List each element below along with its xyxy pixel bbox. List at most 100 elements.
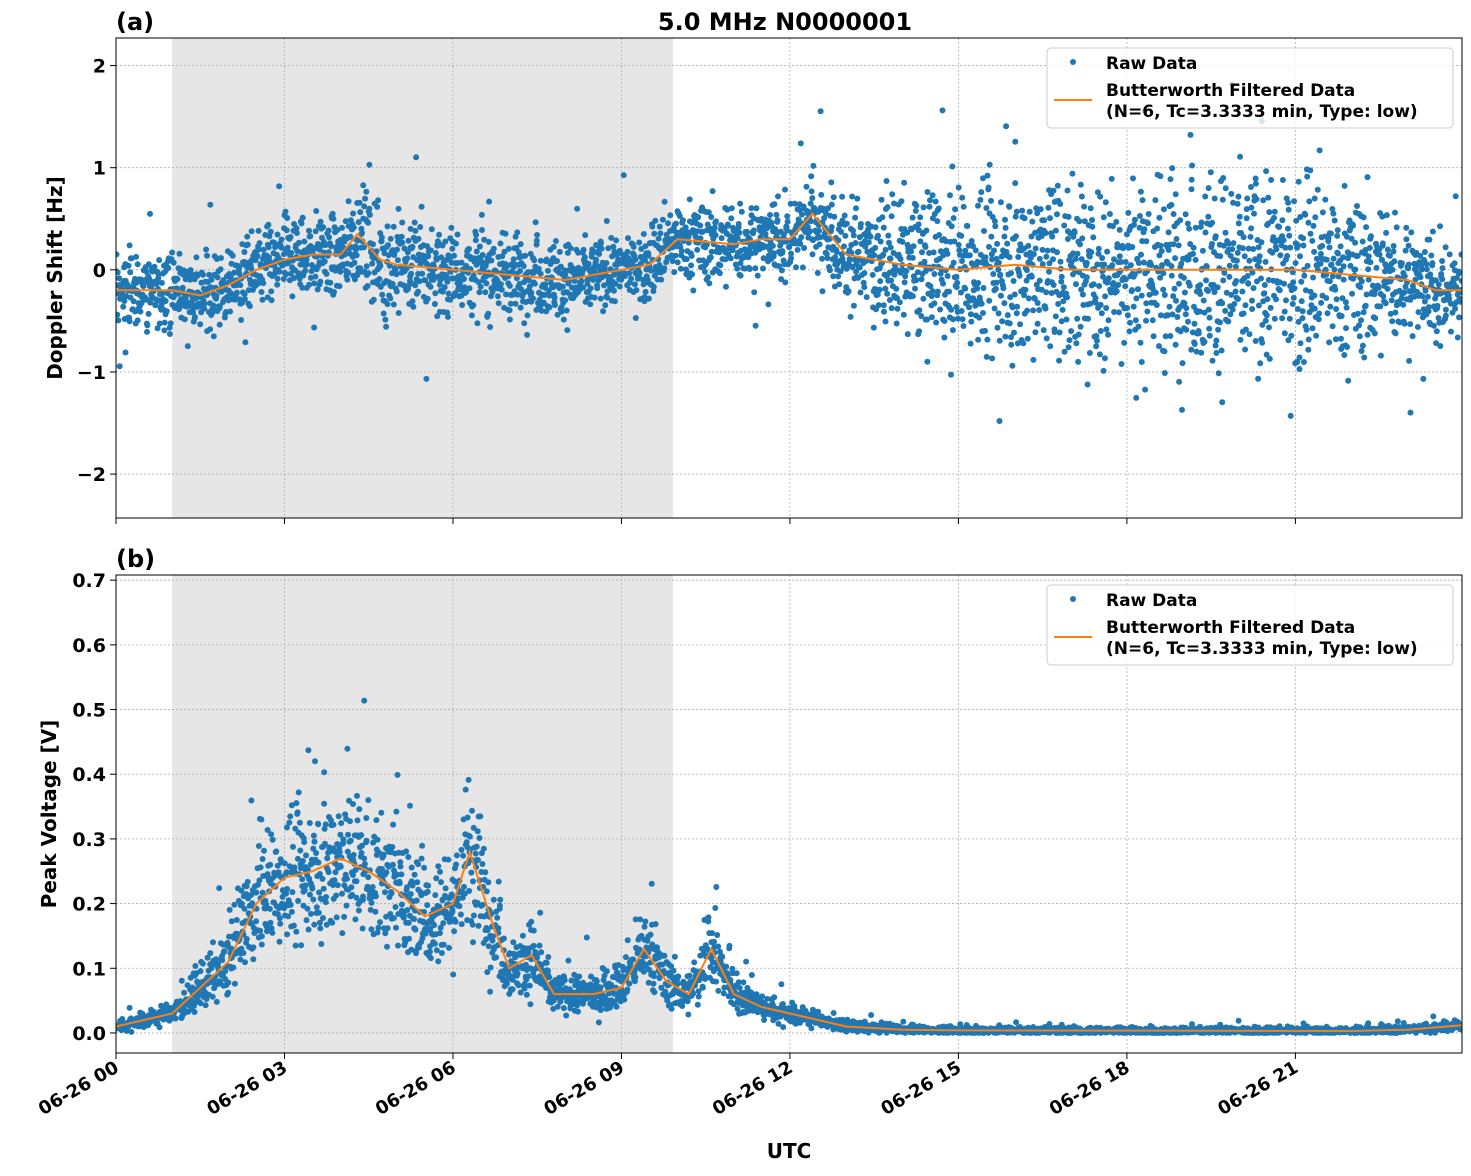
raw-point: [931, 249, 937, 255]
raw-point: [818, 108, 824, 114]
raw-point: [382, 889, 388, 895]
raw-point: [1196, 330, 1202, 336]
raw-point: [250, 944, 256, 950]
raw-point: [1189, 163, 1195, 169]
raw-point: [990, 271, 996, 277]
raw-point: [1443, 307, 1449, 313]
raw-point: [1096, 246, 1102, 252]
raw-point: [680, 217, 686, 223]
raw-point: [986, 185, 992, 191]
raw-point: [1358, 317, 1364, 323]
raw-point: [1202, 194, 1208, 200]
raw-point: [451, 928, 457, 934]
raw-point: [913, 203, 919, 209]
raw-point: [980, 310, 986, 316]
raw-point: [1054, 211, 1060, 217]
raw-point: [819, 256, 825, 262]
raw-point: [415, 289, 421, 295]
raw-point: [276, 183, 282, 189]
raw-point: [1168, 202, 1174, 208]
raw-point: [1331, 256, 1337, 262]
raw-point: [537, 910, 543, 916]
raw-point: [485, 311, 491, 317]
raw-point: [181, 990, 187, 996]
raw-point: [1393, 330, 1399, 336]
raw-point: [301, 839, 307, 845]
raw-point: [1372, 330, 1378, 336]
raw-point: [1343, 325, 1349, 331]
raw-point: [1320, 209, 1326, 215]
raw-point: [1400, 302, 1406, 308]
raw-point: [1129, 287, 1135, 293]
raw-point: [1292, 285, 1298, 291]
raw-point: [1192, 341, 1198, 347]
raw-point: [985, 173, 991, 179]
raw-point: [1300, 235, 1306, 241]
raw-point: [538, 949, 544, 955]
raw-point: [1312, 214, 1318, 220]
raw-point: [337, 283, 343, 289]
raw-point: [1281, 237, 1287, 243]
raw-point: [1123, 259, 1129, 265]
raw-point: [273, 848, 279, 854]
raw-point: [894, 321, 900, 327]
raw-point: [1057, 201, 1063, 207]
raw-point: [1209, 241, 1215, 247]
raw-point: [1426, 237, 1432, 243]
raw-point: [983, 205, 989, 211]
raw-point: [518, 305, 524, 311]
raw-point: [1174, 236, 1180, 242]
raw-point: [981, 228, 987, 234]
raw-point: [355, 817, 361, 823]
raw-point: [760, 266, 766, 272]
raw-point: [268, 229, 274, 235]
raw-point: [997, 418, 1003, 424]
raw-point: [875, 233, 881, 239]
raw-point: [351, 225, 357, 231]
raw-point: [521, 263, 527, 269]
raw-point: [515, 970, 521, 976]
raw-point: [1334, 233, 1340, 239]
raw-point: [436, 232, 442, 238]
raw-point: [1365, 332, 1371, 338]
raw-point: [1328, 231, 1334, 237]
raw-point: [442, 284, 448, 290]
raw-point: [530, 296, 536, 302]
raw-point: [316, 860, 322, 866]
raw-point: [804, 184, 810, 190]
raw-point: [968, 341, 974, 347]
raw-point: [1230, 307, 1236, 313]
raw-point: [1191, 245, 1197, 251]
y-tick-label: 0.5: [72, 700, 106, 722]
raw-point: [146, 311, 152, 317]
raw-point: [429, 226, 435, 232]
raw-point: [1279, 217, 1285, 223]
raw-point: [358, 832, 364, 838]
raw-point: [1264, 296, 1270, 302]
raw-point: [708, 254, 714, 260]
raw-point: [524, 332, 530, 338]
raw-point: [1144, 309, 1150, 315]
raw-point: [259, 933, 265, 939]
raw-point: [1101, 368, 1107, 374]
raw-point: [873, 224, 879, 230]
raw-point: [340, 836, 346, 842]
raw-point: [1325, 310, 1331, 316]
raw-point: [1235, 250, 1241, 256]
raw-point: [538, 258, 544, 264]
raw-point: [164, 308, 170, 314]
raw-point: [1380, 293, 1386, 299]
raw-point: [1113, 219, 1119, 225]
raw-point: [888, 278, 894, 284]
raw-point: [866, 239, 872, 245]
raw-point: [656, 236, 662, 242]
raw-point: [289, 889, 295, 895]
raw-point: [412, 220, 418, 226]
raw-point: [604, 218, 610, 224]
raw-point: [311, 922, 317, 928]
raw-point: [1126, 328, 1132, 334]
raw-point: [227, 907, 233, 913]
raw-point: [528, 290, 534, 296]
